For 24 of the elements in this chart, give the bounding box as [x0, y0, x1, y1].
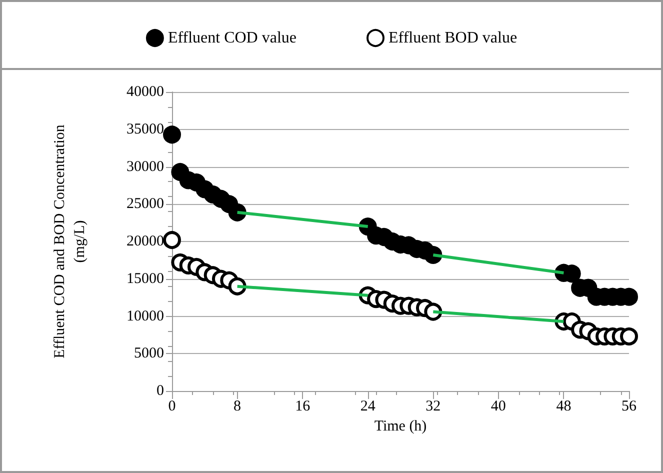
- point: [163, 126, 181, 144]
- y-tick-label: 15000: [126, 270, 164, 287]
- y-tick-label: 35000: [126, 121, 164, 138]
- x-tick-label: 48: [556, 398, 572, 414]
- legend-label: Effluent BOD value: [388, 30, 518, 46]
- point: [620, 327, 638, 346]
- x-tick-label: 56: [622, 398, 637, 414]
- y-tick-label: 10000: [126, 308, 164, 324]
- x-tick-label: 24: [360, 398, 376, 414]
- x-tick-label: 32: [426, 398, 441, 414]
- point: [163, 231, 181, 249]
- y-tick-label: 40000: [126, 84, 164, 100]
- x-tick-label: 40: [490, 398, 506, 414]
- y-axis-title: Effluent COD and BOD Concentration (mg/L): [52, 124, 88, 358]
- x-tick-label: 16: [295, 398, 311, 414]
- x-tick-label: 8: [234, 398, 242, 414]
- legend-label: Effluent COD value: [168, 30, 296, 46]
- y-tick-label: 20000: [126, 234, 164, 250]
- y-tick-label: 0: [156, 383, 164, 399]
- y-tick-label: 25000: [126, 196, 164, 212]
- y-tick-label: 5000: [134, 346, 164, 362]
- x-axis-title: Time (h): [374, 418, 427, 434]
- x-tick-label: 0: [168, 398, 176, 414]
- y-tick-label: 30000: [126, 158, 164, 175]
